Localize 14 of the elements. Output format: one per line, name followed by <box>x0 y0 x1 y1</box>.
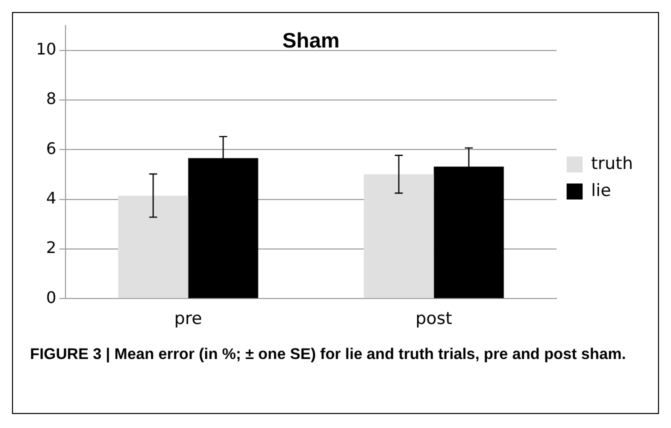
y-tick-label: 2 <box>46 238 56 258</box>
legend-label: lie <box>591 180 612 201</box>
caption: FIGURE 3 | Mean error (in %; ± one SE) for lie and truth trials, pre and post sham. <box>30 345 627 365</box>
y-tick-label: 8 <box>46 89 56 108</box>
chart-title: Sham <box>282 30 340 53</box>
y-tick-label: 4 <box>46 188 56 208</box>
legend-label: truth <box>591 154 634 174</box>
y-tick-label: 0 <box>46 288 56 307</box>
y-tick-label: 6 <box>46 138 56 158</box>
bar <box>118 196 188 298</box>
x-tick-label: pre <box>174 309 202 330</box>
x-tick-label: post <box>415 309 452 330</box>
bar <box>364 174 434 298</box>
y-tick-label: 10 <box>36 40 56 59</box>
